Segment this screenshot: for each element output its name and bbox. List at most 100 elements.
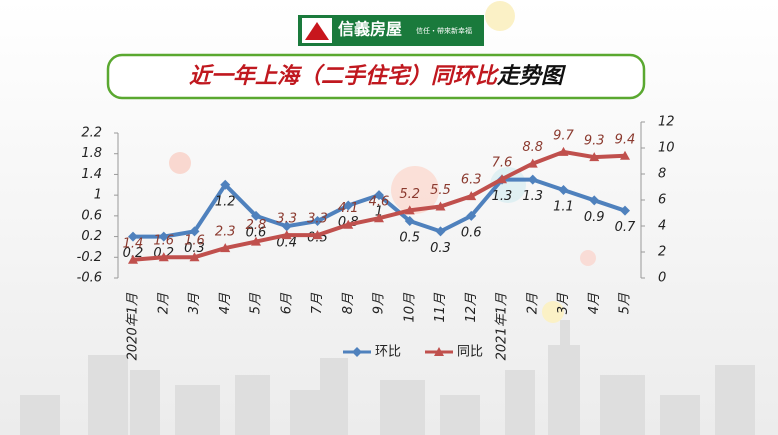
- marker: [589, 152, 600, 162]
- y2-tick-label: 2: [658, 245, 666, 260]
- data-label: 0.2: [123, 246, 144, 261]
- marker: [343, 219, 354, 229]
- data-label: 0.3: [430, 241, 451, 256]
- marker: [312, 216, 323, 227]
- data-label: 7.6: [492, 156, 513, 171]
- y2-tick-label: 6: [658, 193, 666, 208]
- marker: [312, 230, 323, 240]
- data-label: 1.2: [215, 194, 236, 209]
- y2-tick-label: 4: [658, 219, 666, 234]
- marker: [220, 179, 231, 190]
- decoration: [580, 250, 596, 266]
- y2-tick-label: 12: [658, 115, 675, 130]
- title-part: 走势图: [496, 64, 567, 89]
- marker: [435, 226, 446, 237]
- x-tick-label: 5月: [249, 292, 264, 314]
- marker: [620, 205, 630, 216]
- title-part: 近一年上海（二手住宅）同环比: [189, 63, 500, 89]
- x-tick-label: 12月: [464, 292, 479, 323]
- x-tick-label: 3月: [187, 292, 202, 314]
- title-box: [106, 53, 646, 100]
- data-label: 4.6: [369, 195, 390, 210]
- marker: [589, 195, 600, 206]
- data-label: 3.3: [276, 212, 297, 227]
- data-label: 1.1: [553, 199, 574, 214]
- logo-slogan: 信任・帶來新幸福: [416, 26, 472, 35]
- marker: [128, 254, 138, 264]
- x-tick-label: 2月: [525, 292, 540, 314]
- data-label: 9.7: [553, 128, 574, 143]
- data-label: 0.3: [184, 241, 205, 256]
- data-label: 0.7: [615, 220, 636, 235]
- data-label: 1.3: [492, 189, 513, 204]
- x-tick-label: 4月: [587, 292, 602, 314]
- data-label: 0.4: [276, 236, 297, 251]
- marker: [251, 236, 261, 246]
- marker: [374, 213, 384, 223]
- x-tick-label: 2月: [156, 292, 171, 314]
- y-tick-label: 1.8: [81, 146, 102, 161]
- decoration: [542, 301, 564, 323]
- marker: [128, 231, 138, 242]
- marker: [497, 174, 507, 184]
- x-tick-label: 7月: [310, 292, 325, 314]
- x-tick-label: 9月: [372, 292, 387, 314]
- data-label: 5.2: [399, 187, 420, 202]
- decoration: [490, 167, 526, 203]
- x-tick-label: 10月: [402, 292, 417, 323]
- data-label: 6.3: [461, 173, 482, 188]
- cityscape: [20, 320, 755, 435]
- data-label: 1.6: [153, 234, 174, 249]
- data-label: 4.1: [338, 201, 359, 216]
- marker: [558, 184, 569, 195]
- logo: 信義房屋 信任・帶來新幸福: [298, 15, 484, 46]
- x-tick-label: 6月: [279, 292, 294, 314]
- logo-name: 信義房屋: [338, 20, 402, 39]
- data-label: 1.4: [123, 236, 144, 251]
- data-label: 3.3: [307, 212, 328, 227]
- x-tick-label: 4月: [218, 292, 233, 314]
- data-label: 1.6: [184, 234, 205, 249]
- chart-title: 近一年上海（二手住宅）同环比走势图: [189, 63, 567, 89]
- marker: [527, 174, 538, 185]
- y2-tick-label: 0: [658, 271, 666, 286]
- x-tick-label: 5月: [618, 292, 633, 314]
- marker: [527, 158, 538, 168]
- x-tick-label: 11月: [433, 292, 448, 323]
- marker: [374, 190, 384, 201]
- marker: [158, 252, 169, 262]
- x-tick-label: 8月: [341, 292, 356, 314]
- marker: [251, 210, 261, 221]
- marker: [466, 210, 477, 221]
- data-label: 2.8: [246, 218, 267, 233]
- decoration: [485, 1, 515, 31]
- marker: [558, 146, 569, 156]
- y-tick-label: -0.2: [77, 250, 102, 265]
- marker: [281, 230, 292, 240]
- marker: [435, 201, 446, 211]
- marker: [620, 150, 630, 160]
- marker: [404, 205, 415, 215]
- marker: [189, 252, 200, 262]
- marker: [189, 226, 200, 237]
- data-label: 0.5: [399, 231, 420, 246]
- y2-tick-label: 10: [658, 141, 675, 156]
- x-tick-label: 2021年1月: [495, 292, 510, 360]
- data-label: 9.4: [615, 132, 636, 147]
- data-label: 8.8: [522, 140, 543, 155]
- legend-marker: [434, 347, 444, 356]
- legend-label: 同比: [457, 345, 483, 360]
- data-label: 5.5: [430, 183, 451, 198]
- y-tick-label: 0.2: [81, 229, 102, 244]
- marker: [281, 221, 292, 232]
- data-label: 1.3: [522, 189, 543, 204]
- y-tick-label: 0.6: [81, 208, 102, 223]
- legend-label: 环比: [375, 345, 401, 360]
- marker: [404, 216, 415, 227]
- marker: [158, 231, 169, 242]
- y-tick-label: 1: [94, 188, 102, 203]
- marker: [220, 243, 231, 253]
- decoration: [169, 152, 191, 174]
- decoration: [391, 166, 439, 214]
- y-tick-label: 1.4: [81, 167, 102, 182]
